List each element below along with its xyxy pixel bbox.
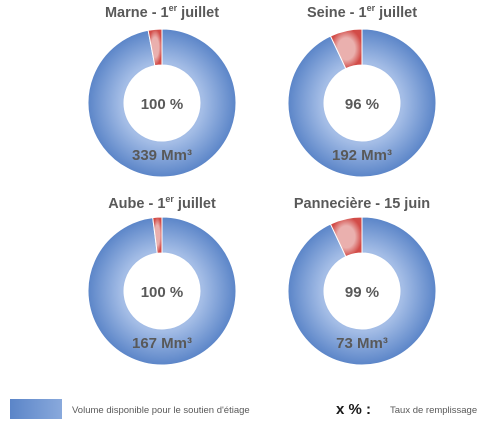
legend-key-symbol: x % : (336, 401, 371, 418)
slice-available (87, 28, 237, 178)
chart-title: Pannecière - 15 juin (294, 196, 430, 212)
volume-label: 167 Mm³ (132, 335, 192, 352)
slice-available (287, 28, 437, 178)
fill-rate-label: 100 % (141, 284, 184, 301)
slice-empty (329, 28, 363, 70)
volume-label: 339 Mm³ (132, 147, 192, 164)
donut-3: Aube - 1er juillet 100 % 167 Mm³ (87, 194, 237, 366)
chart-title: Seine - 1er juillet (307, 3, 417, 21)
fill-rate-label: 100 % (141, 96, 184, 113)
slice-empty (329, 216, 363, 258)
volume-label: 73 Mm³ (336, 335, 388, 352)
donut-2: Seine - 1er juillet 96 % 192 Mm³ (287, 3, 437, 178)
chart-title: Marne - 1er juillet (105, 3, 219, 21)
donut-1: Marne - 1er juillet 100 % 339 Mm³ (87, 3, 237, 178)
chart-title: Aube - 1er juillet (108, 194, 216, 212)
legend-swatch-available (10, 399, 62, 419)
fill-rate-label: 96 % (345, 96, 379, 113)
slice-available (87, 216, 237, 366)
legend-label-available: Volume disponible pour le soutien d'étia… (72, 405, 250, 416)
slice-available (287, 216, 437, 366)
fill-rate-label: 99 % (345, 284, 379, 301)
slice-empty (152, 216, 163, 254)
donut-4: Pannecière - 15 juin 99 % 73 Mm³ (287, 196, 437, 366)
slice-empty (147, 28, 163, 67)
volume-label: 192 Mm³ (332, 147, 392, 164)
legend-label-fill-rate: Taux de remplissage (390, 405, 477, 416)
